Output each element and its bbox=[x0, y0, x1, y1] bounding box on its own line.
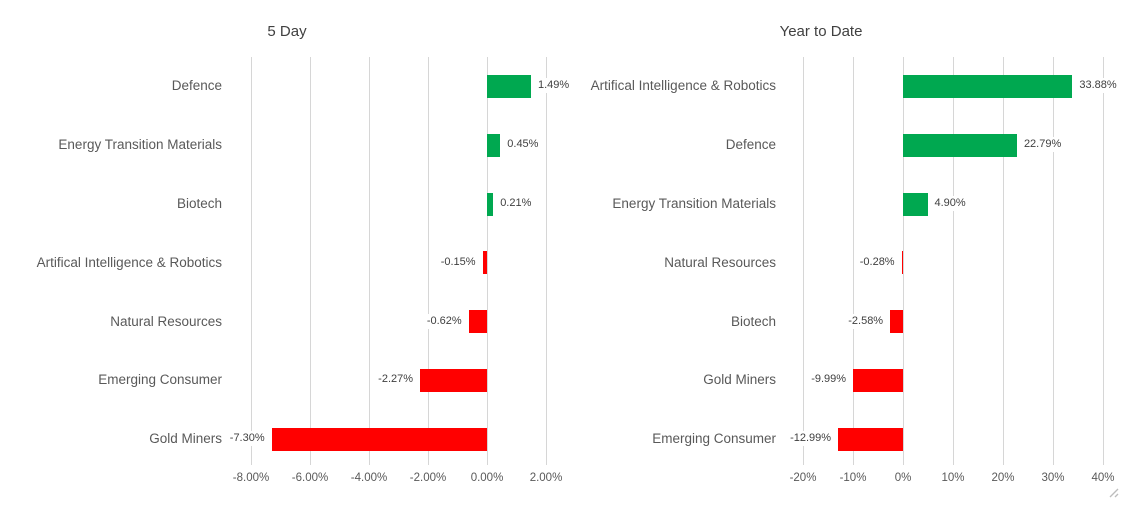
bar-artifical-intelligence-robotics bbox=[903, 74, 1073, 98]
bar-emerging-consumer bbox=[420, 368, 487, 392]
bar-biotech bbox=[890, 310, 903, 334]
bar-biotech bbox=[487, 192, 494, 216]
axis-tick-label: 0.00% bbox=[470, 472, 504, 484]
bar-gold-miners bbox=[853, 368, 903, 392]
category-label-artifical-intelligence-robotics: Artifical Intelligence & Robotics bbox=[36, 254, 222, 270]
gridline-10 bbox=[953, 57, 954, 465]
data-label-emerging-consumer: -2.27% bbox=[376, 372, 416, 388]
gridline-30 bbox=[1053, 57, 1054, 465]
axis-tick-label: 20% bbox=[991, 472, 1015, 484]
gridline--4.00 bbox=[369, 57, 370, 465]
axis-tick-label: -10% bbox=[839, 472, 867, 484]
gridline-2.00 bbox=[546, 57, 547, 465]
category-label-natural-resources: Natural Resources bbox=[664, 254, 776, 270]
bar-artifical-intelligence-robotics bbox=[482, 251, 487, 275]
axis-tick-label: -8.00% bbox=[232, 472, 270, 484]
category-label-defence: Defence bbox=[171, 78, 222, 94]
data-label-energy-transition-materials: 0.45% bbox=[505, 137, 541, 153]
bar-energy-transition-materials bbox=[903, 192, 928, 216]
data-label-energy-transition-materials: 4.90% bbox=[932, 196, 968, 211]
gridline--20 bbox=[803, 57, 804, 465]
data-label-artifical-intelligence-robotics: 33.88% bbox=[1077, 78, 1119, 94]
axis-tick-label: -20% bbox=[789, 472, 817, 484]
axis-tick-label: -4.00% bbox=[350, 472, 388, 484]
gridline-0 bbox=[903, 57, 904, 465]
category-label-gold-miners: Gold Miners bbox=[149, 431, 222, 447]
axis-tick-label: 2.00% bbox=[529, 472, 563, 484]
axis-tick-label: -2.00% bbox=[409, 472, 447, 484]
category-label-natural-resources: Natural Resources bbox=[110, 313, 222, 329]
bar-energy-transition-materials bbox=[487, 133, 501, 157]
bar-natural-resources bbox=[468, 310, 487, 334]
bar-defence bbox=[903, 133, 1017, 157]
gridline-20 bbox=[1003, 57, 1004, 465]
data-label-biotech: 0.21% bbox=[498, 196, 534, 211]
bar-gold-miners bbox=[271, 427, 487, 451]
data-label-emerging-consumer: -12.99% bbox=[788, 431, 834, 447]
gridline-0.00 bbox=[487, 57, 488, 465]
gridline--6.00 bbox=[310, 57, 311, 465]
axis-tick-label: 30% bbox=[1041, 472, 1065, 484]
data-label-defence: 1.49% bbox=[535, 78, 572, 94]
data-label-biotech: -2.58% bbox=[846, 313, 886, 329]
category-label-biotech: Biotech bbox=[176, 196, 222, 211]
chart-title-5-day: 5 Day bbox=[267, 23, 307, 40]
category-label-emerging-consumer: Emerging Consumer bbox=[98, 372, 222, 388]
category-label-energy-transition-materials: Energy Transition Materials bbox=[612, 196, 776, 211]
data-label-natural-resources: -0.28% bbox=[857, 254, 897, 270]
category-label-defence: Defence bbox=[725, 137, 776, 153]
axis-tick-label: 40% bbox=[1091, 472, 1115, 484]
category-label-emerging-consumer: Emerging Consumer bbox=[652, 431, 776, 447]
gridline--2.00 bbox=[428, 57, 429, 465]
bar-defence bbox=[487, 74, 531, 98]
data-label-gold-miners: -7.30% bbox=[227, 431, 267, 447]
resize-handle-icon bbox=[1109, 488, 1119, 498]
category-label-biotech: Biotech bbox=[730, 313, 776, 329]
gridline--10 bbox=[853, 57, 854, 465]
chart-title-year-to-date: Year to Date bbox=[779, 23, 863, 40]
category-label-energy-transition-materials: Energy Transition Materials bbox=[58, 137, 222, 153]
data-label-gold-miners: -9.99% bbox=[809, 372, 849, 388]
axis-tick-label: -6.00% bbox=[291, 472, 329, 484]
gridline--8.00 bbox=[251, 57, 252, 465]
data-label-natural-resources: -0.62% bbox=[424, 313, 464, 329]
data-label-defence: 22.79% bbox=[1021, 137, 1064, 153]
axis-tick-label: 0% bbox=[894, 472, 912, 484]
category-label-gold-miners: Gold Miners bbox=[703, 372, 776, 388]
category-label-artifical-intelligence-robotics: Artifical Intelligence & Robotics bbox=[590, 78, 776, 94]
axis-tick-label: 10% bbox=[941, 472, 965, 484]
data-label-artifical-intelligence-robotics: -0.15% bbox=[438, 254, 478, 270]
bar-natural-resources bbox=[901, 251, 903, 275]
gridline-40 bbox=[1103, 57, 1104, 465]
bar-emerging-consumer bbox=[838, 427, 903, 451]
